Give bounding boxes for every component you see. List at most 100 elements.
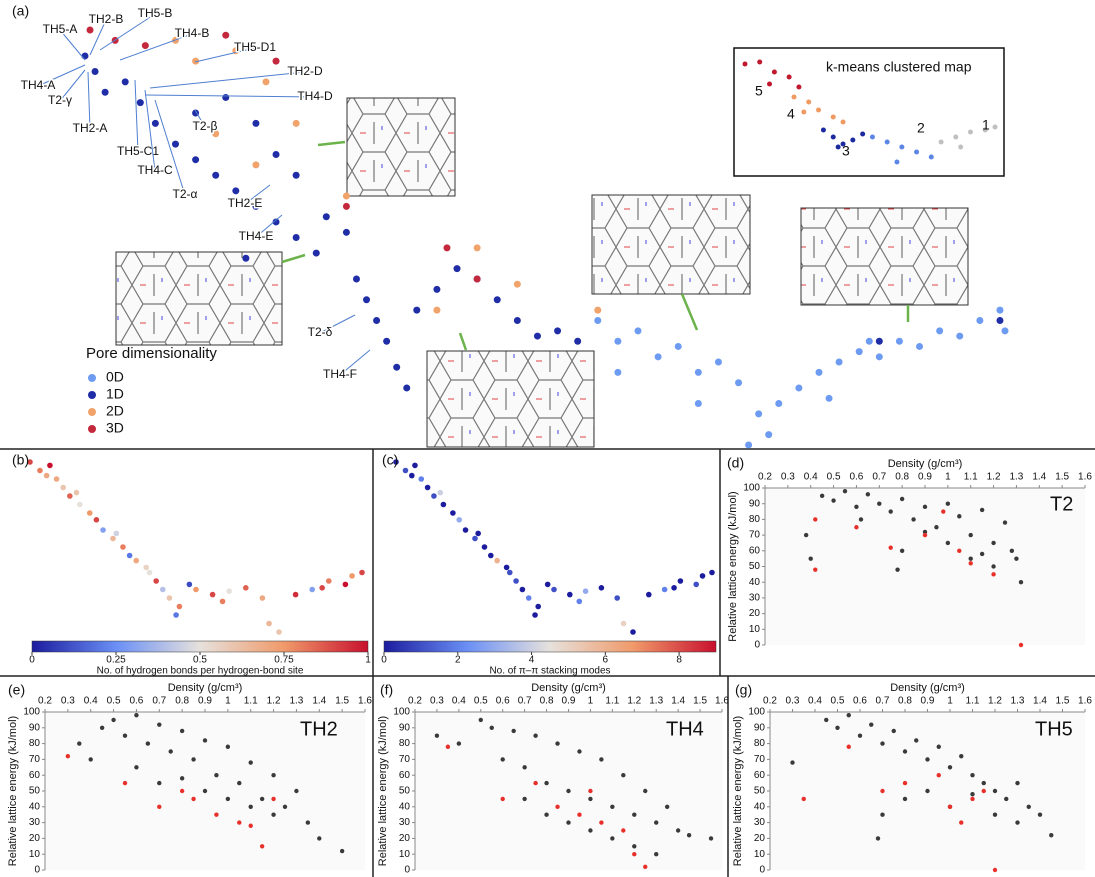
map-point (481, 544, 488, 550)
x-tick-label: 1.6 (715, 696, 729, 707)
legend-marker (88, 374, 96, 382)
map-point (312, 249, 320, 257)
data-point (831, 498, 836, 503)
y-tick-label: 70 (29, 754, 41, 765)
structure-insets (115, 97, 969, 448)
y-tick-label: 80 (399, 738, 411, 749)
data-point (888, 545, 893, 550)
data-point (992, 867, 998, 873)
map-point (219, 598, 226, 605)
colorbar-label: No. of π–π stacking modes (489, 666, 610, 677)
map-point (133, 557, 140, 564)
annotation-label: TH2-B (89, 12, 124, 26)
map-point (60, 484, 66, 491)
inset-point (967, 129, 973, 135)
y-tick-label: 90 (754, 722, 766, 733)
data-point (801, 796, 806, 802)
data-point (179, 728, 185, 734)
map-point (735, 379, 743, 387)
data-point (577, 749, 582, 754)
map-point (646, 591, 652, 598)
data-point (577, 812, 582, 817)
y-tick-label: 20 (749, 608, 761, 619)
map-point (1001, 327, 1009, 335)
annotation-label: T2-α (173, 187, 198, 201)
x-tick-label: 0.4 (808, 696, 822, 707)
x-tick-label: 0.7 (872, 472, 886, 483)
map-point (493, 296, 501, 304)
data-point (134, 765, 139, 770)
map-point (86, 26, 94, 34)
data-point (654, 852, 659, 857)
y-tick-label: 10 (399, 849, 411, 860)
map-point (835, 358, 843, 366)
map-point (192, 57, 200, 65)
map-point (855, 348, 863, 356)
map-point (671, 585, 677, 591)
data-point (979, 551, 985, 557)
data-point (959, 820, 964, 825)
annotation-label: T2-δ (308, 325, 333, 339)
map-point (413, 306, 421, 314)
annotation-arrow (319, 314, 356, 334)
inset-point (801, 109, 807, 115)
map-point (153, 578, 159, 584)
map-point (272, 57, 280, 65)
data-point (947, 765, 953, 770)
map-point (292, 591, 299, 598)
data-point (248, 823, 253, 828)
map-point (956, 332, 964, 340)
x-tick-label: 0.2 (38, 696, 52, 707)
map-point (193, 586, 199, 593)
y-tick-label: 90 (399, 722, 411, 733)
map-point (443, 244, 451, 252)
x-tick-label: 0.6 (129, 696, 143, 707)
map-point (503, 564, 510, 571)
map-point (120, 544, 126, 550)
map-point (661, 586, 668, 593)
annotation-label: TH4-A (21, 78, 56, 92)
panel-label: (d) (727, 455, 744, 471)
data-point (1014, 556, 1019, 561)
annotation-arrow (134, 79, 139, 153)
map-point (433, 285, 441, 293)
data-point (271, 773, 276, 778)
data-point (970, 791, 975, 797)
map-point (342, 581, 349, 588)
data-point (511, 728, 516, 734)
data-point (970, 796, 975, 802)
panel-label: (a) (12, 3, 29, 19)
data-point (675, 828, 681, 833)
map-point (895, 337, 903, 345)
x-tick-label: 1.3 (649, 696, 663, 707)
data-point (945, 540, 951, 546)
annotation-label: TH4-E (239, 229, 274, 243)
y-tick-label: 0 (754, 640, 760, 651)
data-point (157, 804, 162, 809)
data-point (857, 733, 863, 738)
map-point (342, 192, 350, 200)
x-tick-label: 0.4 (84, 696, 98, 707)
data-point (959, 754, 964, 759)
data-point (902, 749, 908, 754)
data-point (533, 733, 538, 738)
data-point (1037, 812, 1043, 817)
inset-point (869, 134, 875, 140)
separators (0, 448, 1095, 877)
data-point (134, 712, 139, 718)
x-tick-label: 1.6 (358, 696, 372, 707)
y-tick-label: 80 (754, 738, 766, 749)
data-point (259, 844, 265, 849)
annotation-label: TH5-C1 (117, 144, 159, 158)
panel-label: (e) (8, 682, 25, 698)
y-tick-label: 70 (399, 754, 411, 765)
x-tick-label: 0.9 (562, 696, 576, 707)
x-tick-label: 0.9 (918, 472, 932, 483)
x-tick-label: 1.3 (1009, 472, 1023, 483)
data-point (664, 804, 670, 809)
data-point (686, 833, 692, 838)
panel-label: (c) (382, 452, 398, 468)
x-tick-label: 0.3 (430, 696, 444, 707)
map-point (513, 578, 519, 584)
